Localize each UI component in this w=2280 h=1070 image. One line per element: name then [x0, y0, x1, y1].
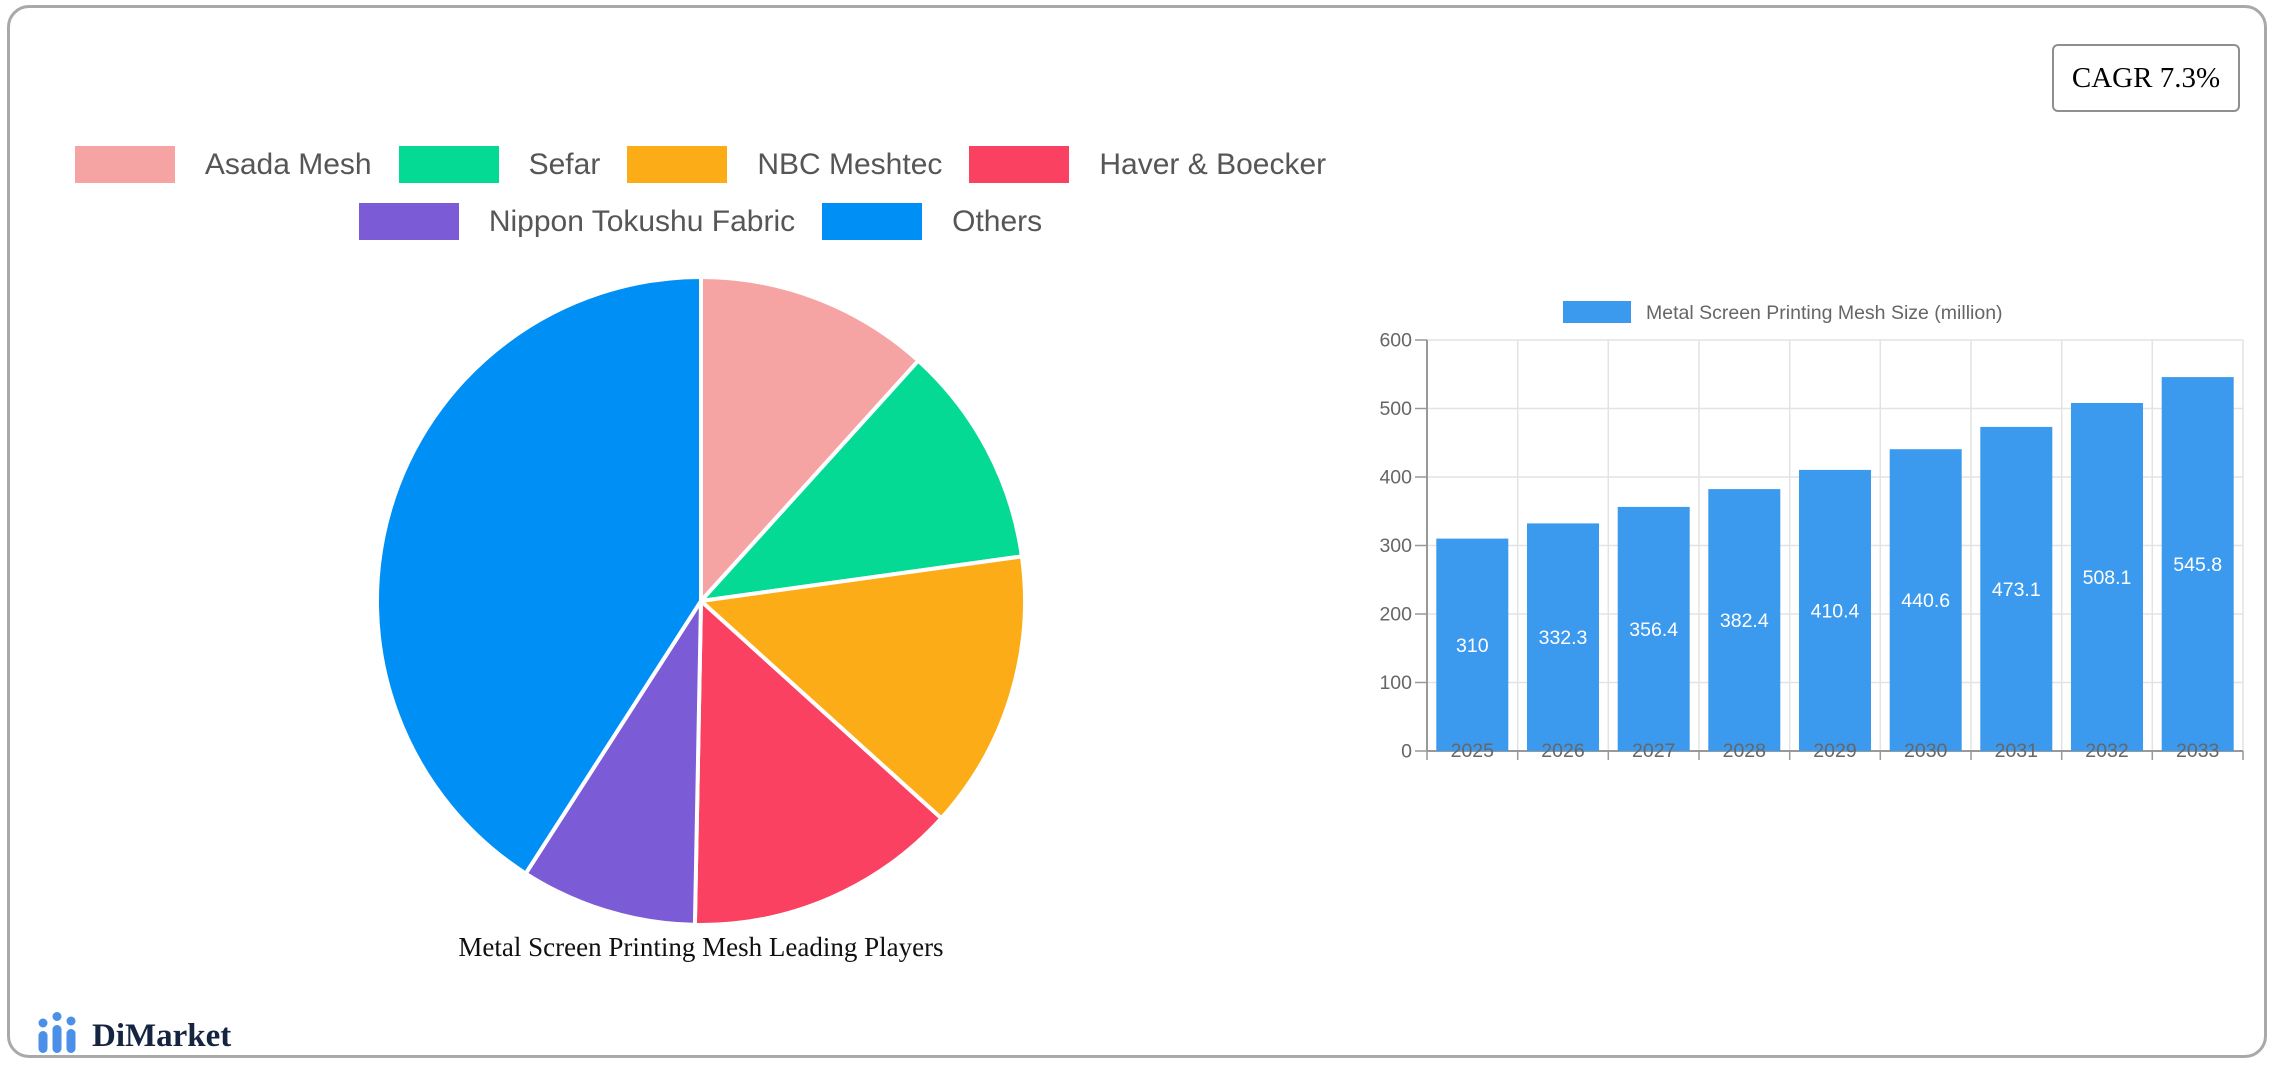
y-tick-label: 300 [1379, 535, 1412, 557]
pie-title: Metal Screen Printing Mesh Leading Playe… [458, 932, 944, 962]
x-tick-label: 2033 [2176, 740, 2219, 762]
bar-2032[interactable] [2071, 403, 2143, 751]
pie-legend: Asada Mesh Sefar NBC Meshtec Haver & Boecke… [28, 146, 1373, 240]
y-tick-label: 100 [1379, 672, 1412, 694]
legend-label: Haver & Boecker [1099, 147, 1327, 181]
legend-item-asada-mesh[interactable]: Asada Mesh [74, 146, 372, 183]
legend-label: NBC Meshtec [757, 147, 943, 181]
legend-item-sefar[interactable]: Sefar [398, 146, 601, 183]
pie-slice-sefar[interactable] [699, 358, 1024, 603]
pie-slice-nbc-meshtec[interactable] [699, 554, 1027, 821]
bar-2031[interactable] [1980, 426, 2053, 751]
bar-value-label: 310 [1456, 635, 1489, 657]
y-tick-label: 500 [1379, 398, 1412, 420]
x-tick-label: 2030 [1904, 740, 1948, 762]
legend-item-haver-boecker[interactable]: Haver & Boecker [969, 146, 1326, 183]
bar-2026[interactable] [1527, 523, 1599, 751]
legend-swatch [74, 146, 175, 183]
x-tick-label: 2031 [1995, 740, 2038, 762]
bar-value-label: 508.1 [2083, 567, 2132, 589]
bar-value-label: 410.4 [1811, 600, 1860, 622]
x-tick-label: 2026 [1541, 740, 1584, 762]
bar-value-label: 473.1 [1992, 579, 2041, 601]
pie-slice-nippon-tokushu-fabric[interactable] [523, 599, 703, 927]
legend-item-nippon-tokushu-fabric[interactable]: Nippon Tokushu Fabric [358, 203, 796, 240]
bar-chart-logo-icon [38, 1012, 76, 1053]
x-tick-label: 2027 [1632, 740, 1675, 762]
legend-label: Nippon Tokushu Fabric [488, 204, 796, 238]
x-tick-label: 2029 [1813, 740, 1856, 762]
bar-2028[interactable] [1708, 489, 1781, 751]
legend-swatch [822, 203, 923, 240]
x-tick-label: 2025 [1451, 740, 1495, 762]
bar-value-label: 356.4 [1629, 619, 1678, 641]
legend-label: Sefar [528, 147, 601, 181]
bar-2027[interactable] [1617, 506, 1690, 751]
bar-value-label: 382.4 [1720, 610, 1769, 632]
pie-slice-others[interactable] [374, 275, 703, 876]
legend-label: Others [952, 204, 1043, 238]
pie-slice-asada-mesh[interactable] [699, 275, 921, 603]
bar-legend-swatch[interactable] [1563, 301, 1631, 323]
pie-chart-svg [374, 275, 1027, 927]
bar-chart-svg: Metal Screen Printing Mesh Size (million… [1379, 301, 2244, 763]
legend-label: Asada Mesh [204, 147, 372, 181]
y-tick-label: 0 [1401, 741, 1412, 763]
bar-value-label: 332.3 [1539, 627, 1588, 649]
bar-value-label: 545.8 [2173, 554, 2222, 576]
y-tick-label: 200 [1379, 604, 1412, 626]
cagr-label: CAGR 7.3% [2071, 61, 2221, 94]
bar-legend-label[interactable]: Metal Screen Printing Mesh Size (million… [1646, 302, 2003, 324]
legend-swatch [627, 146, 728, 183]
bar-2025[interactable] [1436, 538, 1509, 751]
y-tick-label: 600 [1379, 330, 1412, 352]
y-tick-label: 400 [1379, 467, 1412, 489]
legend-item-nbc-meshtec[interactable]: NBC Meshtec [627, 146, 942, 183]
pie-slice-haver-boecker[interactable] [692, 599, 944, 927]
legend-swatch [969, 146, 1070, 183]
bar-2033[interactable] [2161, 377, 2234, 751]
bar-value-label: 440.6 [1901, 590, 1950, 612]
legend-swatch [358, 203, 459, 240]
cagr-badge: CAGR 7.3% [2052, 44, 2240, 112]
legend-item-others[interactable]: Others [822, 203, 1042, 240]
bar-2030[interactable] [1889, 449, 1962, 751]
legend-swatch [398, 146, 499, 183]
pie-chart [372, 272, 1030, 930]
x-tick-label: 2032 [2085, 740, 2128, 762]
brand-logo: DiMarket [36, 1012, 231, 1054]
brand-name: DiMarket [92, 1017, 232, 1054]
x-tick-label: 2028 [1723, 740, 1766, 762]
bar-2029[interactable] [1799, 469, 1871, 751]
bar-chart: Metal Screen Printing Mesh Size (million… [1379, 290, 2270, 820]
